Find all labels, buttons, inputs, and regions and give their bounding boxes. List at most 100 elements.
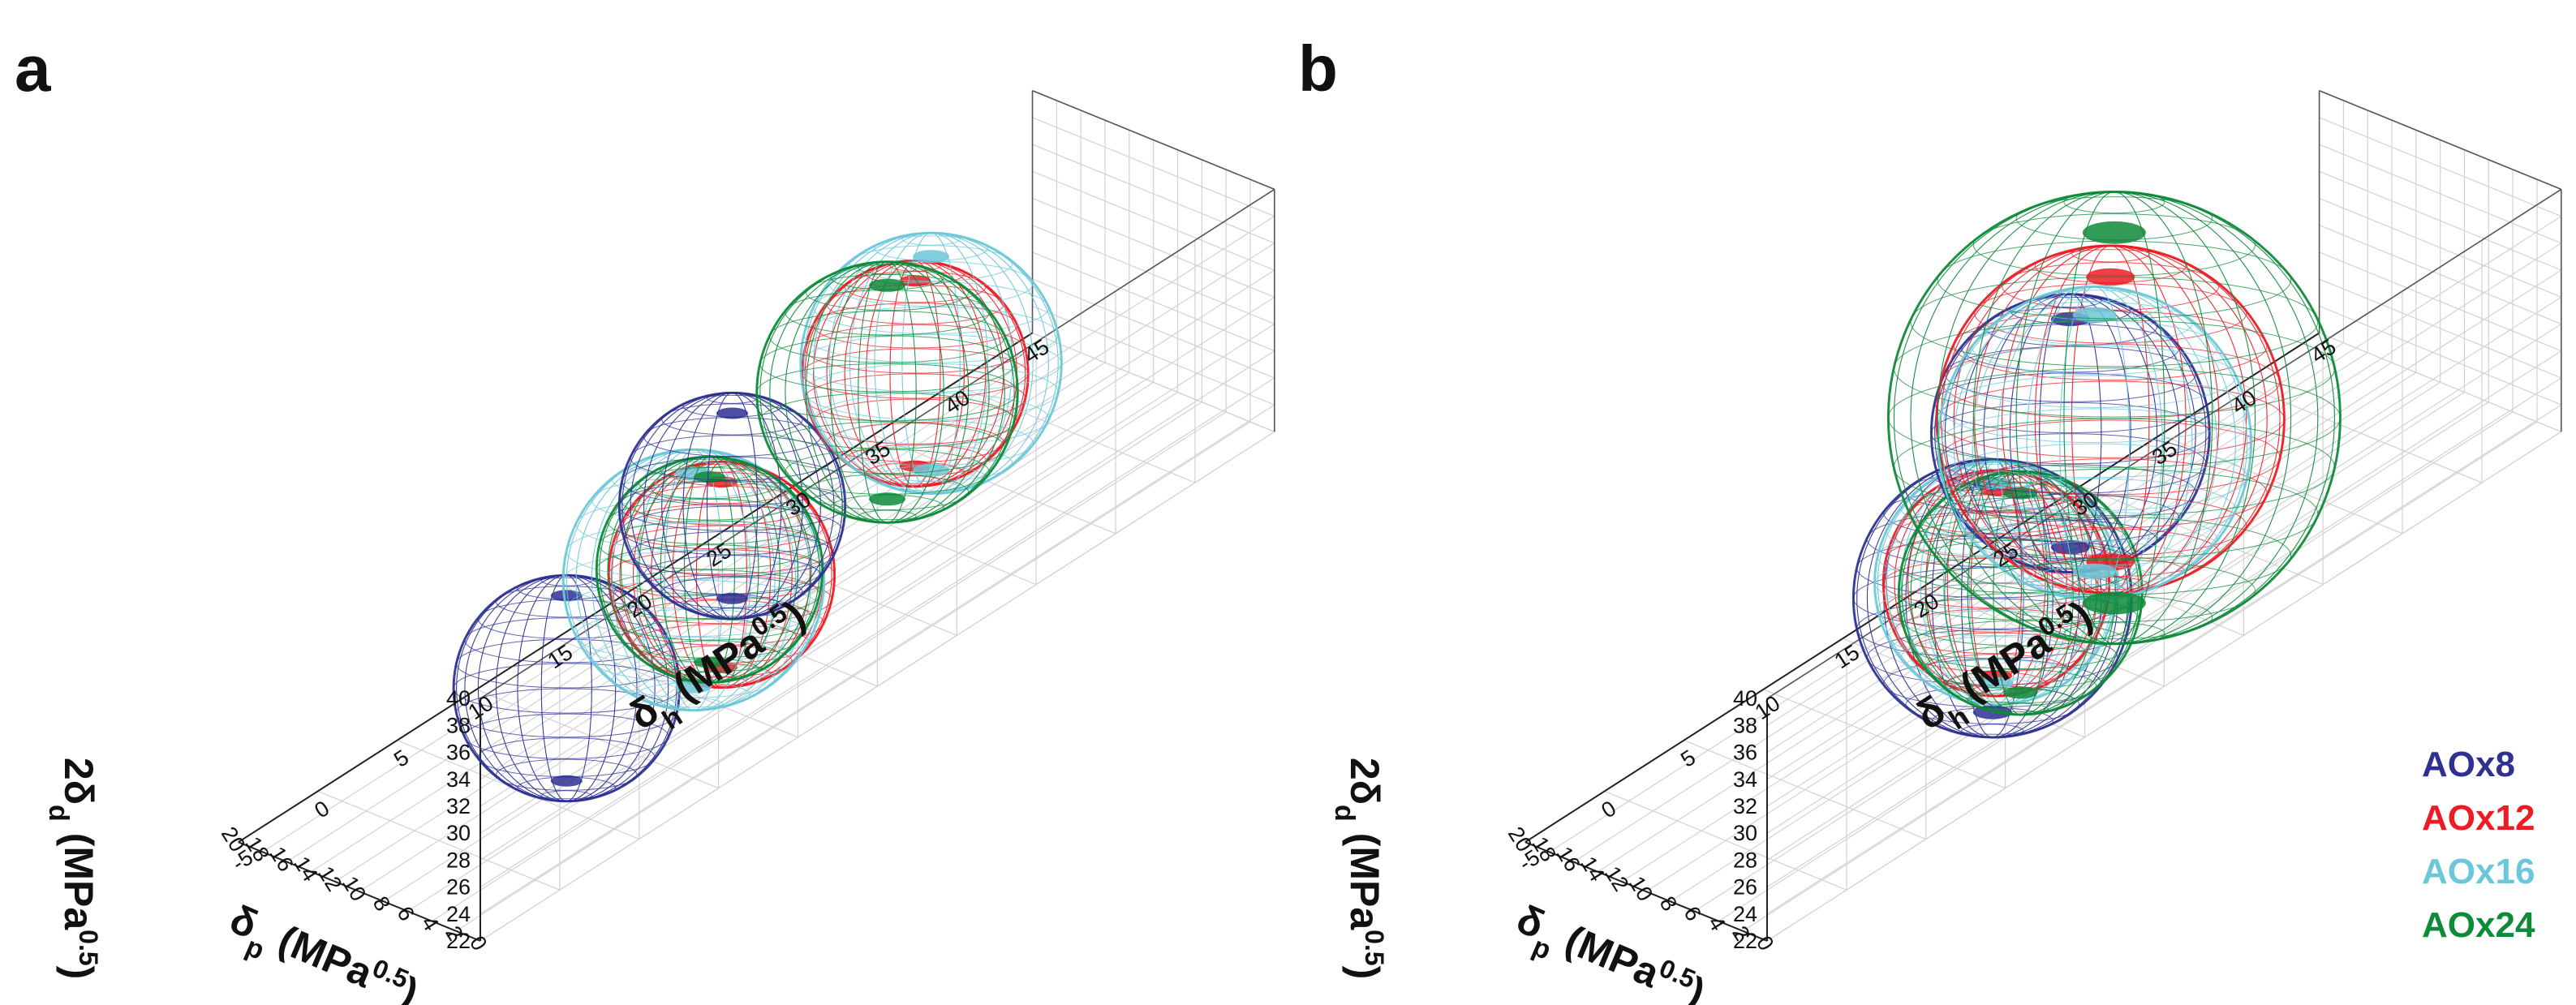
side-wall-gridline: [2319, 278, 2562, 379]
panel-a-spheres: [452, 231, 1063, 803]
z-tick-label: 22: [446, 929, 471, 953]
side-wall-gridline: [1032, 170, 1275, 271]
sphere-pole: [716, 407, 748, 419]
box-edge: [2319, 89, 2562, 191]
z-axis-title: 2δd (MPa0.5): [43, 758, 103, 979]
sphere-latitude: [464, 713, 669, 759]
back-wall-gridline: [480, 323, 1275, 834]
sphere-latitude: [630, 530, 835, 577]
legend-item-aox24: AOx24: [2422, 905, 2535, 945]
z-tick-label: 38: [446, 713, 471, 737]
sphere-pole: [1979, 676, 2014, 689]
sphere-latitude: [664, 698, 724, 711]
floor-gridline: [1921, 586, 2165, 687]
back-wall-gridline: [1766, 296, 2562, 807]
floor-gridline: [317, 790, 561, 891]
sphere-pole: [913, 463, 950, 477]
back-wall-gridline: [480, 431, 1275, 942]
z-tick-label: 36: [446, 741, 471, 765]
sphere-latitude: [2063, 622, 2165, 646]
z-axis-title: 2δd (MPa0.5): [1329, 758, 1389, 979]
panel-b-label: b: [1298, 32, 1338, 105]
back-wall-gridline: [480, 269, 1275, 780]
floor-gridline: [873, 434, 1116, 535]
side-wall-gridline: [2319, 251, 2562, 352]
sphere-latitude: [1910, 277, 2319, 367]
back-wall-gridline: [1766, 323, 2562, 834]
legend-item-aox8: AOx8: [2422, 745, 2515, 784]
legend-item-aox12: AOx12: [2422, 798, 2535, 838]
sphere-pole: [869, 278, 905, 292]
sphere-latitude: [813, 392, 1049, 445]
sphere-pole: [869, 492, 905, 506]
sphere-latitude: [800, 334, 1062, 393]
sphere-pole: [913, 250, 950, 264]
floor-gridline: [1684, 740, 1927, 840]
sphere-pole: [2082, 591, 2146, 615]
side-wall-gridline: [1032, 197, 1275, 298]
sphere-latitude: [1910, 468, 2319, 560]
side-wall-gridline: [2319, 144, 2562, 244]
side-wall-gridline: [1032, 278, 1275, 379]
side-wall-gridline: [2319, 170, 2562, 271]
sphere-latitude: [607, 595, 812, 641]
floor-gridline: [1604, 790, 1847, 891]
sphere-latitude: [1972, 213, 2256, 277]
sphere-longitude: [759, 261, 1015, 523]
sphere-longitude: [566, 449, 822, 711]
side-wall-gridline: [1032, 251, 1275, 352]
panel-b: b 2224262830323436384002468101214161820-…: [1298, 32, 2562, 1005]
z-tick-label: 28: [446, 848, 471, 872]
sphere-latitude: [1894, 512, 2099, 558]
sphere-pole: [550, 775, 583, 787]
side-wall-gridline: [2319, 117, 2562, 217]
side-wall-gridline: [2319, 197, 2562, 298]
sphere-latitude: [1953, 345, 2236, 408]
legend-item-aox16: AOx16: [2422, 852, 2535, 891]
side-wall-gridline: [1032, 117, 1275, 217]
z-tick-label: 40: [446, 686, 471, 711]
sphere-aox8: [617, 391, 847, 621]
side-wall-gridline: [1032, 332, 1275, 432]
sphere-latitude: [769, 310, 1005, 363]
box-edge: [1032, 89, 1275, 191]
sphere-pole: [2072, 563, 2117, 580]
x-axis-line: [1525, 841, 1768, 942]
z-tick-label: 36: [1733, 741, 1757, 765]
z-tick-label: 32: [446, 794, 471, 818]
floor-gridline: [2160, 434, 2403, 535]
z-tick-label: 40: [1733, 686, 1757, 711]
x-axis-title: δp (MPa0.5): [1505, 895, 1712, 1005]
z-tick-label: 30: [446, 821, 471, 845]
z-tick-label: 32: [1733, 794, 1757, 818]
z-tick-label: 34: [1733, 767, 1757, 792]
sphere-aox24: [1886, 191, 2342, 646]
sphere-aox24: [755, 260, 1019, 524]
sphere-latitude: [1944, 346, 2196, 402]
back-wall-gridline: [480, 377, 1275, 888]
side-wall-gridline: [2319, 225, 2562, 324]
sphere-pole: [694, 656, 725, 668]
sphere-latitude: [607, 499, 812, 545]
floor-gridline: [953, 383, 1196, 483]
legend: AOx8 AOx12 AOx16 AOx24: [2422, 745, 2535, 945]
x-tick-label: 4: [416, 912, 443, 935]
sphere-latitude: [1953, 478, 2236, 541]
back-wall-gridline: [1766, 269, 2562, 780]
panel-a-axes: [238, 89, 1275, 942]
x-tick-label: 8: [1655, 892, 1682, 916]
z-tick-label: 30: [1733, 821, 1757, 845]
sphere-latitude: [858, 509, 917, 524]
back-wall-gridline: [480, 296, 1275, 807]
z-tick-label: 38: [1733, 713, 1757, 737]
back-wall-gridline: [1766, 431, 2562, 942]
z-tick-label: 22: [1733, 929, 1757, 953]
sphere-pole: [716, 592, 748, 604]
sphere-latitude: [1887, 367, 2341, 468]
side-wall-gridline: [1032, 305, 1275, 406]
x-axis-title: δp (MPa0.5): [218, 895, 425, 1005]
x-tick-label: 4: [1703, 912, 1730, 935]
sphere-latitude: [2063, 191, 2165, 214]
z-tick-label: 28: [1733, 848, 1757, 872]
